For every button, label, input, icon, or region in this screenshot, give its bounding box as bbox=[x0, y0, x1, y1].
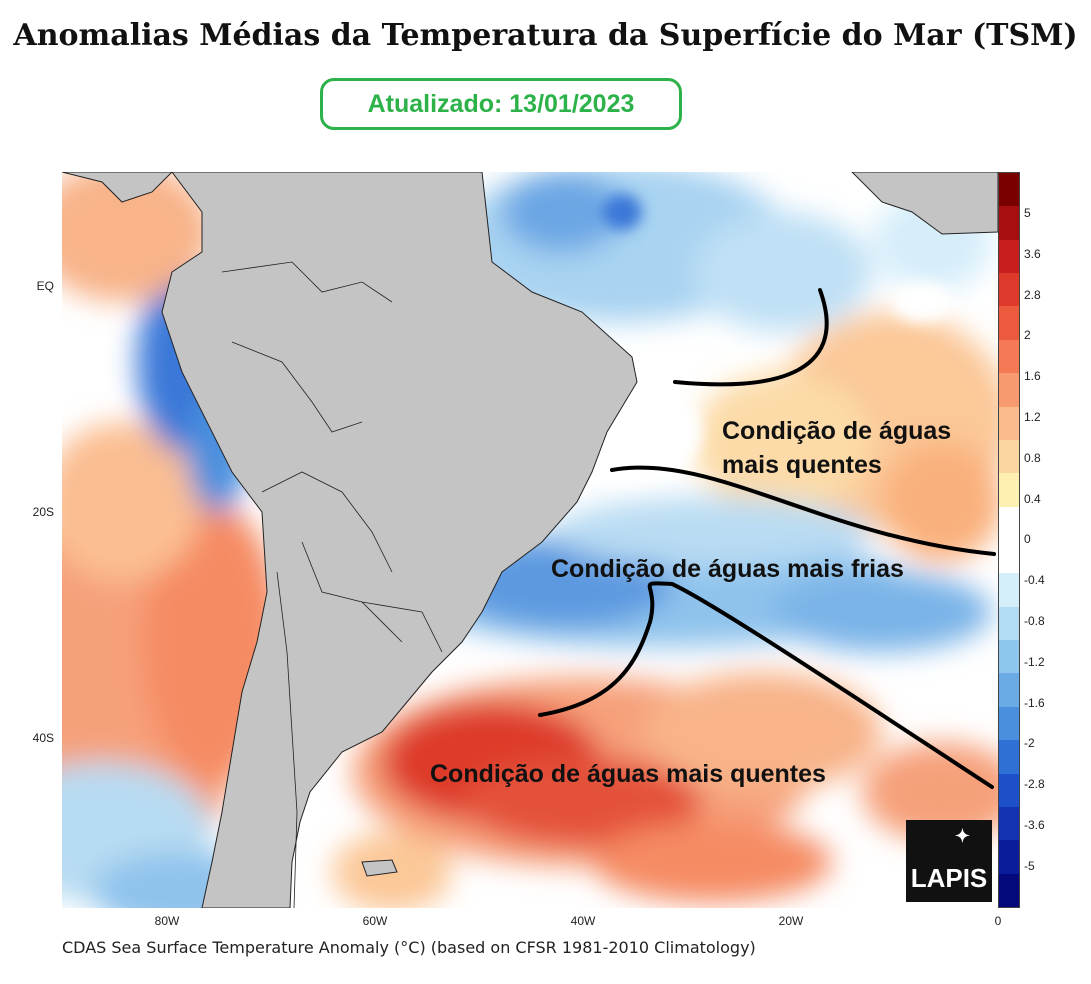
logo-text: LAPIS bbox=[910, 863, 988, 893]
colorbar-segment bbox=[999, 773, 1019, 808]
colorbar-segment bbox=[999, 506, 1019, 541]
satellite-icon: ✦ bbox=[954, 826, 970, 846]
colorbar-segment bbox=[999, 406, 1019, 441]
colorbar-segment bbox=[999, 473, 1019, 508]
colorbar-segment bbox=[999, 640, 1019, 674]
colorbar-segment bbox=[999, 439, 1019, 474]
colorbar-segment bbox=[999, 339, 1019, 374]
colorbar-tick-label: -1.6 bbox=[1024, 695, 1045, 710]
warm-north-line1: Condição de águas bbox=[722, 417, 952, 445]
colorbar-segment bbox=[999, 740, 1019, 775]
lon-label-0: 0 bbox=[994, 914, 1002, 928]
colorbar-segment bbox=[999, 540, 1019, 574]
page-title: Anomalias Médias da Temperatura da Super… bbox=[13, 18, 1078, 53]
lon-label-60w: 60W bbox=[362, 914, 388, 928]
colorbar-tick-label: 3.6 bbox=[1024, 246, 1041, 261]
warm-north-annotation: Condição de águas mais quentes bbox=[722, 414, 951, 482]
colorbar-tick-label: 1.2 bbox=[1024, 410, 1041, 424]
colorbar-segment bbox=[999, 373, 1019, 408]
lapis-logo: ✦ LAPIS bbox=[906, 820, 992, 902]
sst-anomaly-map bbox=[62, 172, 998, 908]
colorbar bbox=[998, 172, 1020, 908]
colorbar-tick-label: -2.8 bbox=[1024, 777, 1045, 792]
colorbar-tick-label: -0.4 bbox=[1024, 573, 1045, 588]
annotation-lines bbox=[538, 288, 996, 789]
colorbar-segment bbox=[999, 273, 1019, 307]
colorbar-segment bbox=[999, 673, 1019, 708]
colorbar-segment bbox=[999, 239, 1019, 274]
warm-north-line2: mais quentes bbox=[722, 451, 882, 479]
lat-label-40s: 40S bbox=[32, 731, 54, 745]
colorbar-tick-label: 0 bbox=[1024, 532, 1031, 547]
colorbar-tick-label: -5 bbox=[1024, 858, 1035, 873]
updated-date-box: Atualizado: 13/01/2023 bbox=[320, 78, 682, 130]
colorbar-segment bbox=[999, 873, 1019, 908]
colorbar-tick-label: 0.8 bbox=[1024, 450, 1041, 465]
colorbar-segment bbox=[999, 573, 1019, 608]
lon-label-80w: 80W bbox=[154, 914, 180, 928]
colorbar-segment bbox=[999, 206, 1019, 241]
colorbar-tick-label: 2 bbox=[1024, 328, 1031, 343]
colorbar-tick-label: -3.6 bbox=[1024, 818, 1045, 832]
colorbar-segment bbox=[999, 840, 1019, 875]
lon-label-20w: 20W bbox=[778, 914, 804, 928]
colorbar-tick-label: -2 bbox=[1024, 736, 1035, 751]
colorbar-tick-label: 0.4 bbox=[1024, 491, 1041, 506]
colorbar-tick-label: -0.8 bbox=[1024, 614, 1045, 628]
lat-label-20s: 20S bbox=[32, 505, 54, 519]
colorbar-segment bbox=[999, 606, 1019, 641]
cold-middle-annotation: Condição de águas mais frias bbox=[551, 555, 904, 583]
warm-south-annotation: Condição de águas mais quentes bbox=[430, 760, 826, 788]
landmass bbox=[62, 172, 998, 908]
lon-label-40w: 40W bbox=[570, 914, 596, 928]
map-caption: CDAS Sea Surface Temperature Anomaly (°C… bbox=[62, 938, 756, 957]
colorbar-tick-label: 2.8 bbox=[1024, 287, 1041, 302]
colorbar-segment bbox=[999, 806, 1019, 841]
colorbar-tick-label: -1.2 bbox=[1024, 654, 1045, 669]
colorbar-segment bbox=[999, 706, 1019, 741]
colorbar-segment bbox=[999, 306, 1019, 341]
map-canvas bbox=[62, 172, 998, 908]
country-borders bbox=[221, 261, 443, 908]
colorbar-tick-label: 5 bbox=[1024, 206, 1031, 220]
colorbar-segment bbox=[999, 173, 1019, 207]
lat-label-eq: EQ bbox=[36, 279, 54, 293]
colorbar-tick-label: 1.6 bbox=[1024, 369, 1041, 384]
